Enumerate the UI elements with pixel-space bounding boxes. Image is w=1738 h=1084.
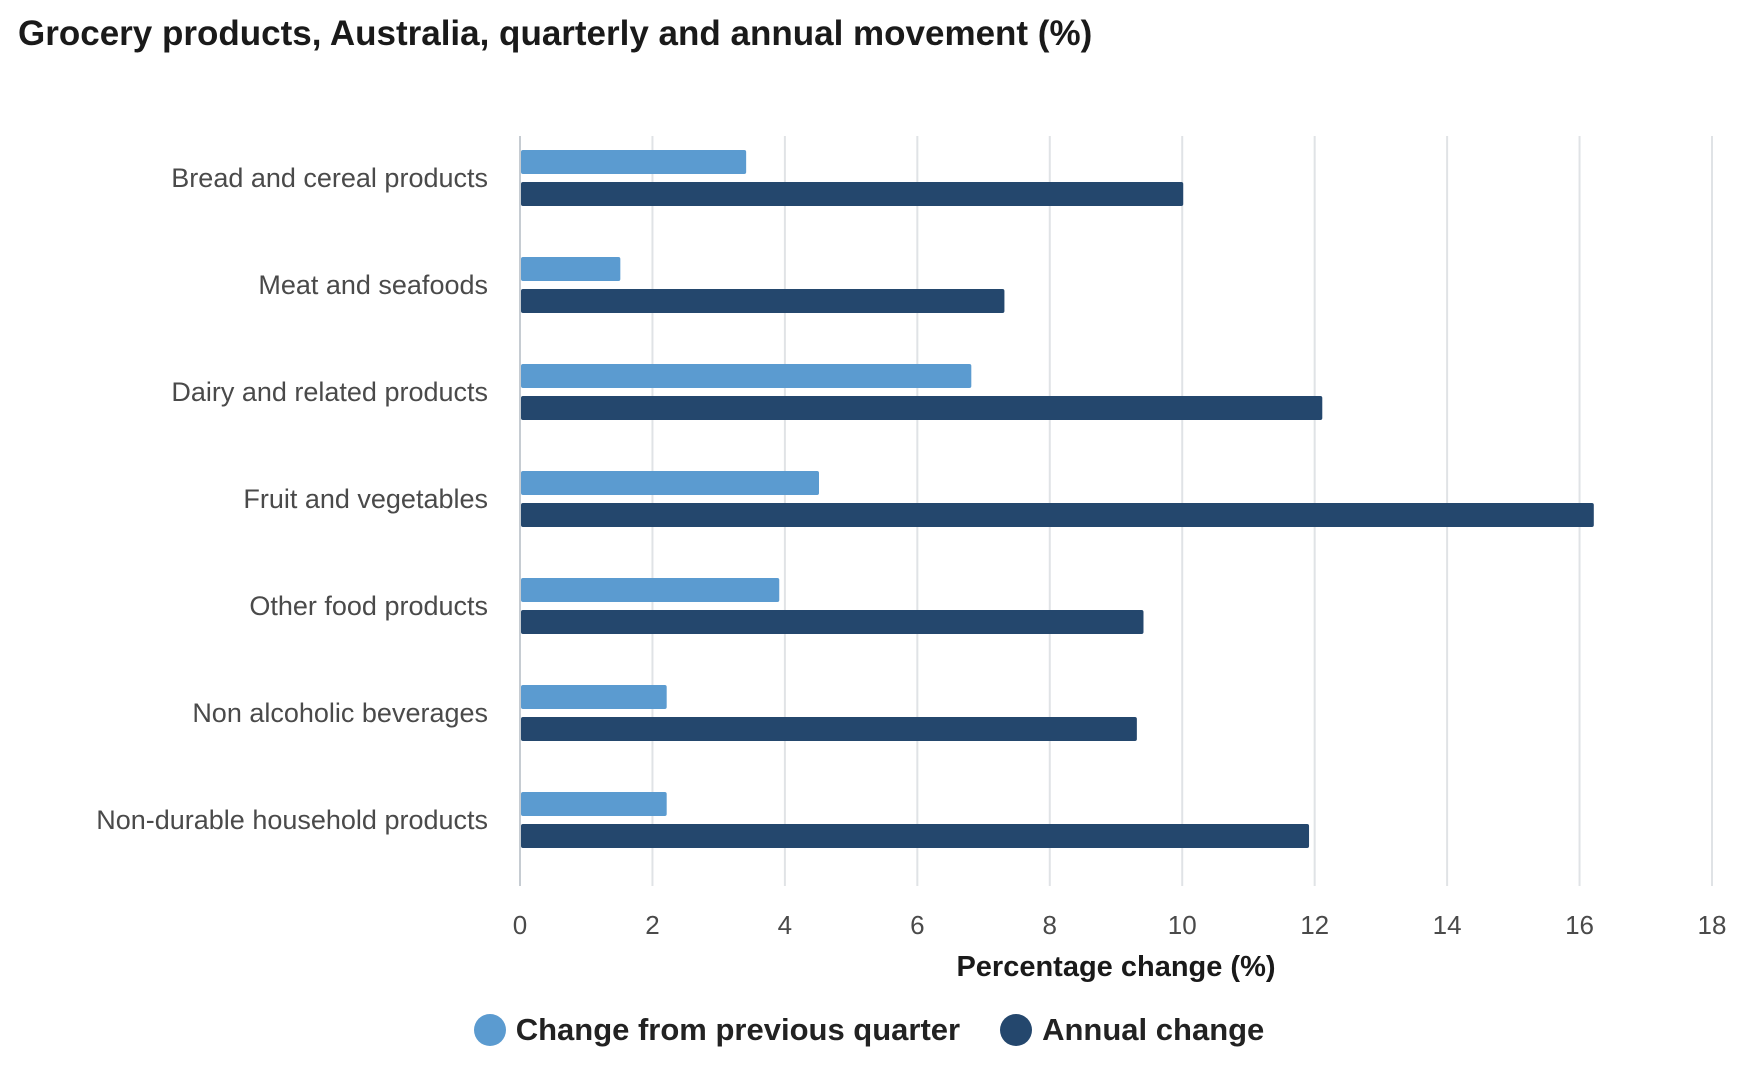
x-tick-label-18: 18 bbox=[1698, 910, 1727, 940]
bar-quarterly-3[interactable] bbox=[521, 471, 819, 495]
bar-quarterly-4[interactable] bbox=[521, 578, 780, 602]
x-tick-label-4: 4 bbox=[778, 910, 792, 940]
bar-quarterly-2[interactable] bbox=[521, 364, 972, 388]
bar-quarterly-5[interactable] bbox=[521, 685, 667, 709]
category-label-4: Other food products bbox=[249, 591, 488, 621]
bar-annual-2[interactable] bbox=[521, 396, 1323, 420]
bar-quarterly-0[interactable] bbox=[521, 150, 747, 174]
x-tick-label-2: 2 bbox=[645, 910, 659, 940]
x-tick-label-12: 12 bbox=[1300, 910, 1329, 940]
x-tick-label-0: 0 bbox=[513, 910, 527, 940]
bar-annual-5[interactable] bbox=[521, 717, 1137, 741]
legend-item-quarterly[interactable]: Change from previous quarter bbox=[473, 1012, 961, 1048]
category-label-0: Bread and cereal products bbox=[171, 163, 488, 193]
legend-annual-label: Annual change bbox=[1042, 1012, 1265, 1047]
x-tick-label-14: 14 bbox=[1433, 910, 1462, 940]
bar-annual-0[interactable] bbox=[521, 182, 1184, 206]
legend-item-annual[interactable]: Annual change bbox=[1000, 1012, 1264, 1048]
category-label-3: Fruit and vegetables bbox=[243, 484, 488, 514]
x-axis-title: Percentage change (%) bbox=[956, 951, 1275, 983]
legend: Change from previous quarter Annual chan… bbox=[0, 1012, 1738, 1048]
category-label-6: Non-durable household products bbox=[96, 805, 488, 835]
bar-annual-4[interactable] bbox=[521, 610, 1144, 634]
category-label-5: Non alcoholic beverages bbox=[192, 698, 488, 728]
legend-annual-marker-icon bbox=[1000, 1014, 1033, 1046]
legend-quarterly-label: Change from previous quarter bbox=[515, 1012, 961, 1047]
x-tick-label-6: 6 bbox=[910, 910, 924, 940]
category-labels: Bread and cereal products Meat and seafoo… bbox=[96, 163, 488, 835]
bars bbox=[521, 150, 1594, 848]
bar-annual-1[interactable] bbox=[521, 289, 1005, 313]
bar-annual-3[interactable] bbox=[521, 503, 1594, 527]
legend-quarterly-marker-icon bbox=[473, 1014, 506, 1046]
category-label-1: Meat and seafoods bbox=[258, 270, 488, 300]
bar-quarterly-6[interactable] bbox=[521, 792, 667, 816]
bar-chart: Bread and cereal products Meat and seafoo… bbox=[96, 136, 1727, 983]
bar-quarterly-1[interactable] bbox=[521, 257, 621, 281]
x-tick-label-8: 8 bbox=[1043, 910, 1057, 940]
category-label-2: Dairy and related products bbox=[171, 377, 488, 407]
x-tick-label-16: 16 bbox=[1565, 910, 1594, 940]
x-tick-labels: 0 2 4 6 8 10 12 14 16 18 bbox=[513, 910, 1727, 940]
chart-title: Grocery products, Australia, quarterly a… bbox=[18, 14, 1093, 53]
x-tick-label-10: 10 bbox=[1168, 910, 1197, 940]
bar-annual-6[interactable] bbox=[521, 824, 1310, 848]
